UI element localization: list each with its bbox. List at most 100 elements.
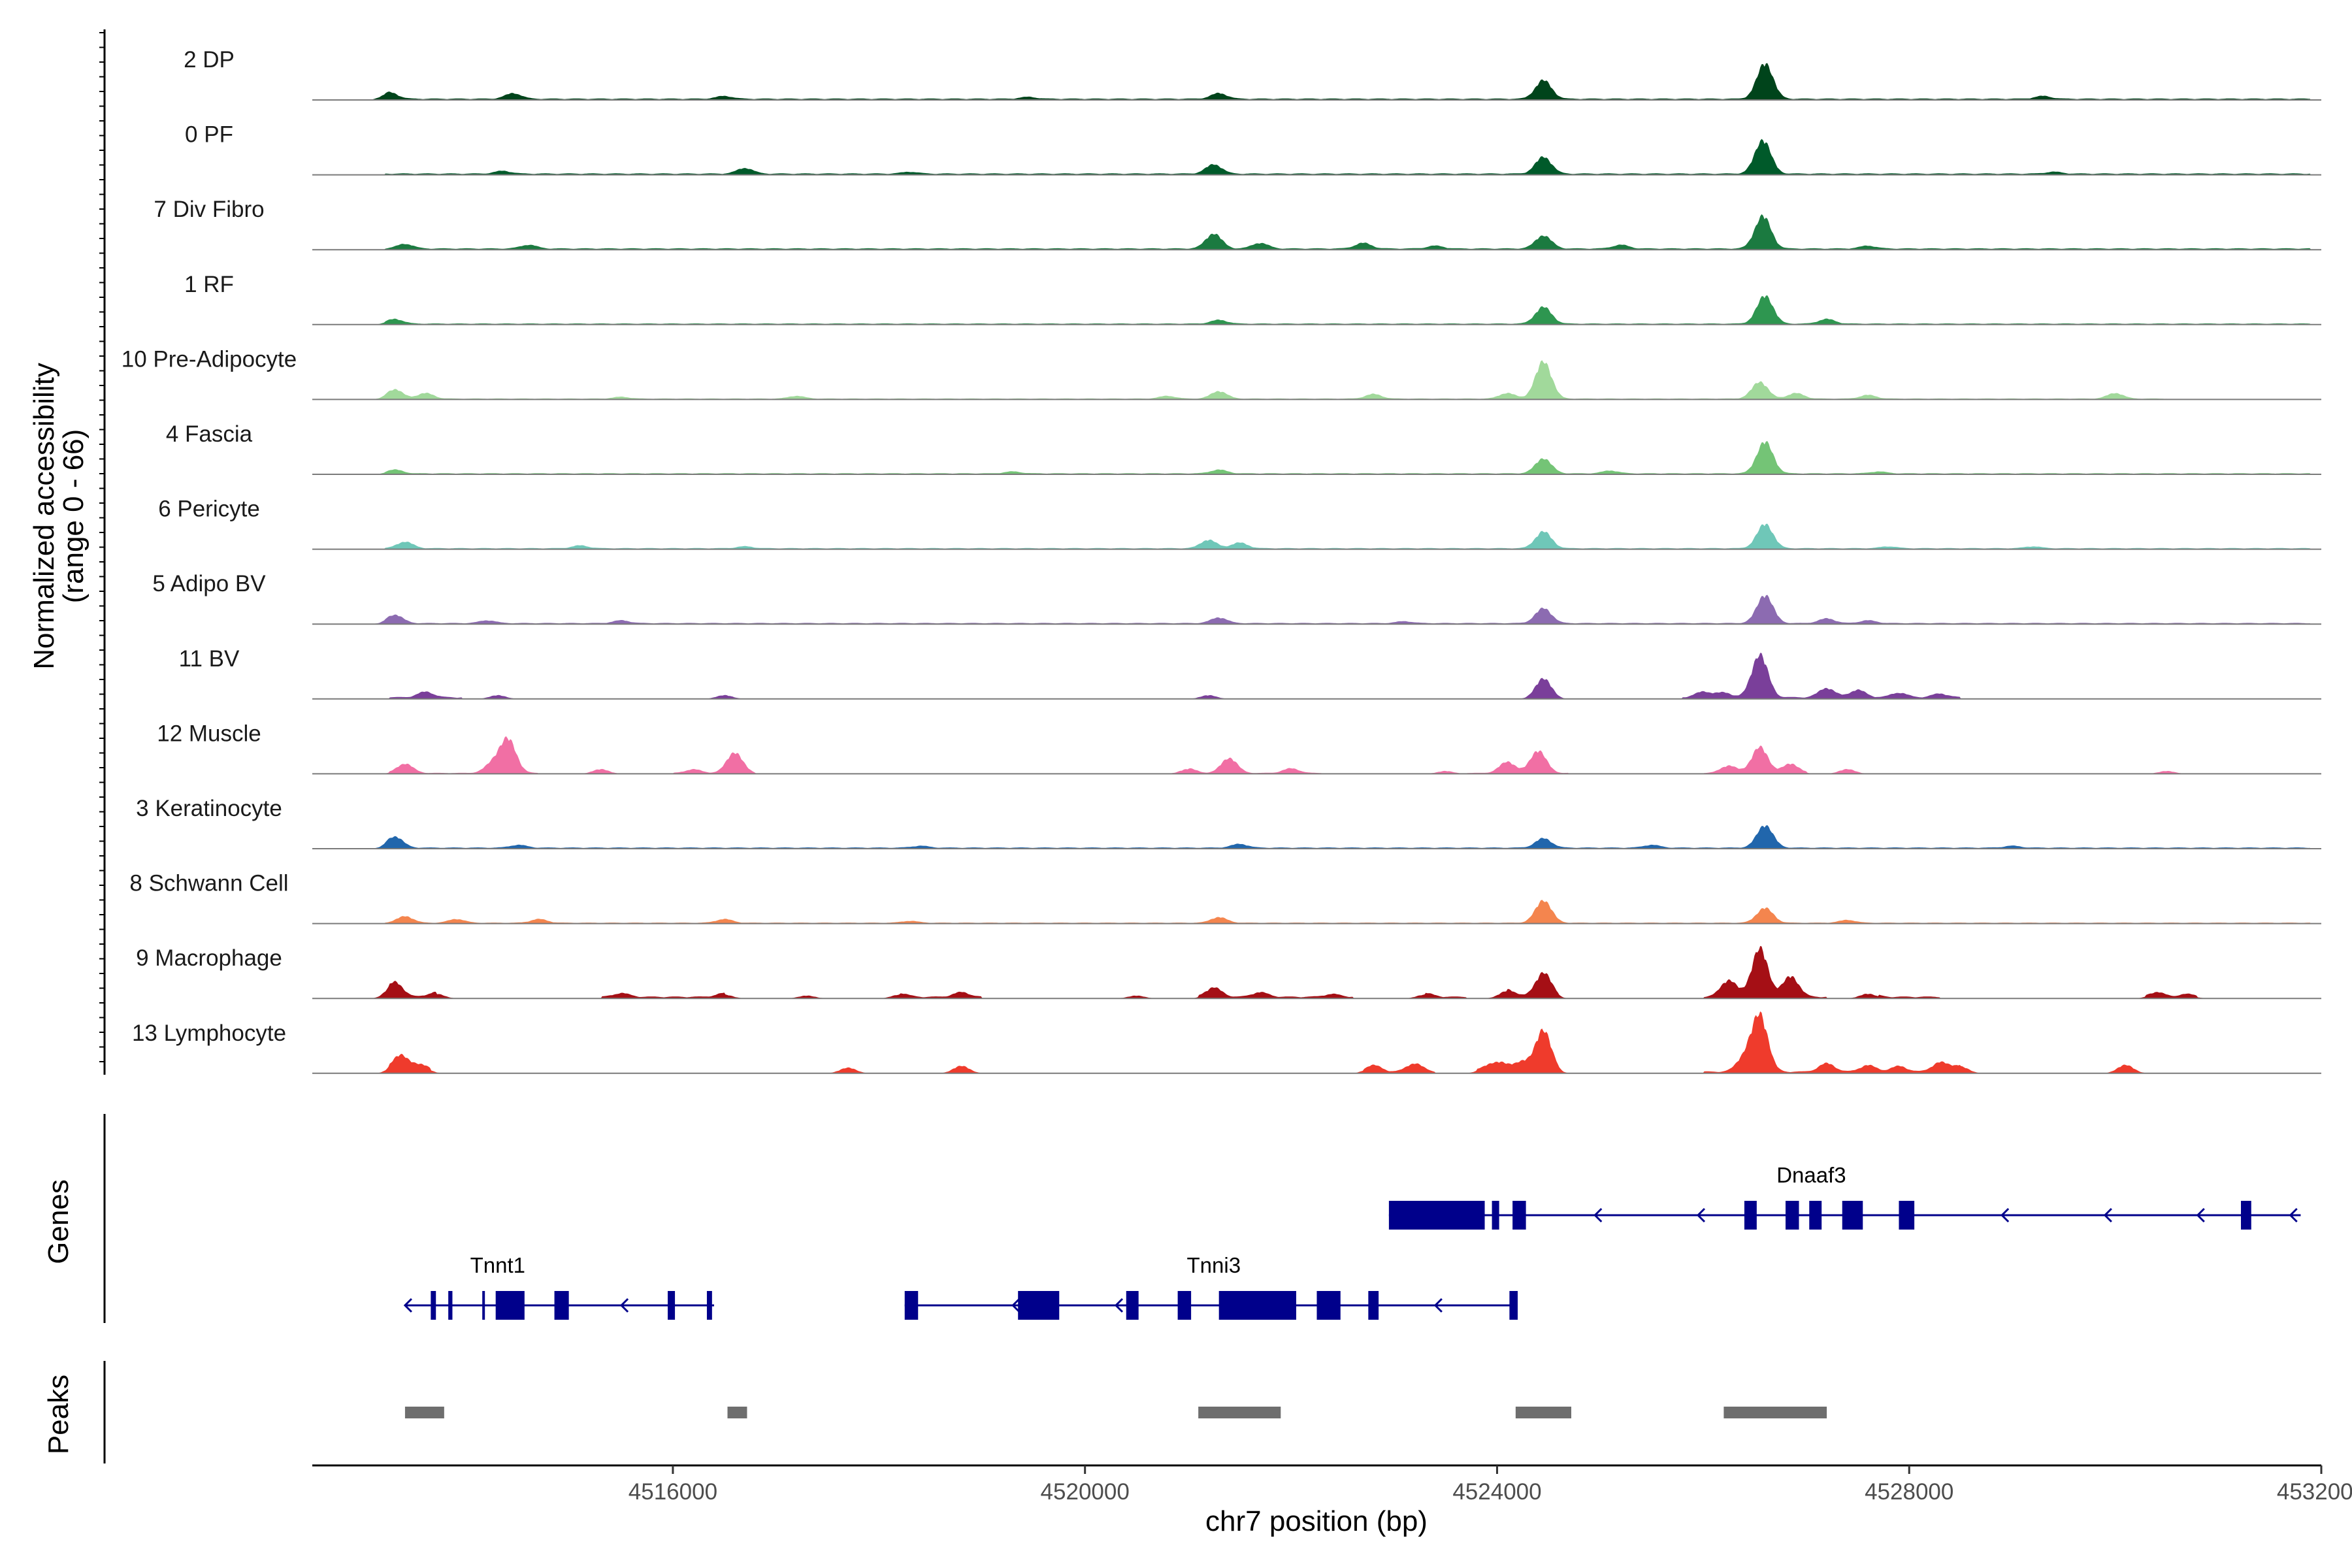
gene-exon [1744, 1201, 1757, 1230]
peaks-panel [103, 1361, 1827, 1463]
coverage-tracks: 2 DP 0 PF 7 Div Fibro 1 RF 10 Pre-Adipocyte 4… [122, 47, 2321, 1074]
gene-exon [1509, 1291, 1518, 1320]
gene-exon [1018, 1291, 1060, 1320]
coverage-area [312, 139, 2321, 175]
track-9-macrophage: 9 Macrophage [136, 945, 2321, 1000]
track-label: 9 Macrophage [136, 945, 282, 971]
track-13-lymphocyte: 13 Lymphocyte [132, 1011, 2321, 1074]
gene-exon [1388, 1201, 1485, 1230]
track-label: 10 Pre-Adipocyte [122, 346, 297, 372]
peak-region [1723, 1407, 1827, 1418]
track-3-keratinocyte: 3 Keratinocyte [136, 796, 2321, 849]
strand-arrow [1696, 1207, 1706, 1223]
gene-exon [1126, 1291, 1139, 1320]
gene-label: Dnaaf3 [1776, 1163, 1846, 1187]
track-6-pericyte: 6 Pericyte [158, 497, 2321, 550]
gene-exon [706, 1291, 712, 1320]
coverage-area [312, 441, 2321, 474]
strand-arrow [2001, 1207, 2010, 1223]
track-label: 5 Adipo BV [152, 571, 266, 596]
strand-arrow [1593, 1207, 1603, 1223]
gene-tnni3: Tnni3 [904, 1253, 1518, 1320]
track-7-div-fibro: 7 Div Fibro [154, 197, 2321, 251]
coverage-area [312, 653, 2321, 699]
gene-tnnt1: Tnnt1 [403, 1253, 714, 1320]
gene-exon [2241, 1201, 2251, 1230]
gene-exon [1492, 1201, 1499, 1230]
y-axis-title-line1: Normalized accessibility [28, 363, 60, 669]
peak-region [404, 1407, 444, 1418]
gene-exon [1899, 1201, 1915, 1230]
gene-exon [904, 1291, 919, 1320]
strand-arrow [403, 1298, 412, 1313]
gene-exon [431, 1291, 436, 1320]
track-12-muscle: 12 Muscle [157, 721, 2321, 775]
track-label: 2 DP [184, 47, 235, 73]
strand-arrow [619, 1298, 629, 1313]
gene-exon [1809, 1201, 1822, 1230]
genes-panel-title: Genes [42, 1179, 74, 1264]
gene-dnaaf3: Dnaaf3 [1388, 1163, 2301, 1230]
track-label: 3 Keratinocyte [136, 796, 282, 821]
track-8-schwann-cell: 8 Schwann Cell [129, 871, 2321, 924]
track-0-pf: 0 PF [185, 122, 2321, 176]
coverage-area [312, 1011, 2321, 1073]
strand-arrow [1114, 1298, 1124, 1313]
peaks-panel-title: Peaks [42, 1375, 74, 1454]
strand-arrow [1433, 1298, 1443, 1313]
coverage-area [312, 736, 2321, 774]
x-axis-title: chr7 position (bp) [1205, 1505, 1428, 1537]
gene-exon [1512, 1201, 1526, 1230]
track-label: 7 Div Fibro [154, 197, 264, 222]
gene-exon [668, 1291, 676, 1320]
track-label: 0 PF [185, 122, 233, 148]
gene-exon [1316, 1291, 1341, 1320]
x-tick-label: 4516000 [629, 1479, 717, 1505]
gene-label: Tnnt1 [470, 1253, 525, 1277]
coverage-area [312, 214, 2321, 250]
gene-exon [1368, 1291, 1379, 1320]
coverage-area [312, 360, 2321, 400]
gene-exon [554, 1291, 569, 1320]
gene-exon [1177, 1291, 1192, 1320]
gene-exon [448, 1291, 453, 1320]
gene-exon [1842, 1201, 1863, 1230]
track-label: 6 Pericyte [158, 497, 260, 522]
coverage-area [312, 825, 2321, 849]
track-label: 1 RF [184, 272, 234, 297]
peak-region [1198, 1407, 1281, 1418]
x-tick-label: 4524000 [1452, 1479, 1541, 1505]
track-label: 11 BV [179, 646, 240, 672]
coverage-area [312, 595, 2321, 625]
coverage-area [312, 295, 2321, 325]
coverage-area [312, 945, 2321, 999]
y-axis-title-line2: (range 0 - 66) [57, 429, 90, 604]
gene-exon [1786, 1201, 1799, 1230]
strand-arrow [1011, 1298, 1021, 1313]
x-axis: 4516000 4520000 4524000 4528000 4532000 [312, 1464, 2352, 1505]
track-1-rf: 1 RF [184, 272, 2321, 325]
coverage-area [312, 63, 2321, 100]
strand-arrow [2103, 1207, 2112, 1223]
peak-region [727, 1407, 747, 1418]
track-10-pre-adipocyte: 10 Pre-Adipocyte [122, 346, 2321, 400]
x-tick-label: 4532000 [2277, 1479, 2352, 1505]
track-label: 8 Schwann Cell [129, 871, 288, 896]
gene-exon [495, 1291, 525, 1320]
gene-annotation-panel: Tnnt1 Tnni3 Dnaaf3 [103, 1114, 2301, 1323]
x-tick-label: 4528000 [1865, 1479, 1953, 1505]
track-11-bv: 11 BV [179, 646, 2321, 700]
track-label: 12 Muscle [157, 721, 261, 746]
gene-label: Tnni3 [1187, 1253, 1241, 1277]
gene-exon [1218, 1291, 1296, 1320]
peak-region [1515, 1407, 1571, 1418]
x-tick-label: 4520000 [1041, 1479, 1130, 1505]
track-4-fascia: 4 Fascia [166, 421, 2321, 475]
track-2-dp: 2 DP [184, 47, 2321, 101]
track-label: 13 Lymphocyte [132, 1021, 286, 1046]
left-axis-ticks [99, 29, 106, 1075]
strand-arrow [2196, 1207, 2205, 1223]
track-5-adipo-bv: 5 Adipo BV [152, 571, 2321, 625]
gene-exon [482, 1291, 485, 1320]
